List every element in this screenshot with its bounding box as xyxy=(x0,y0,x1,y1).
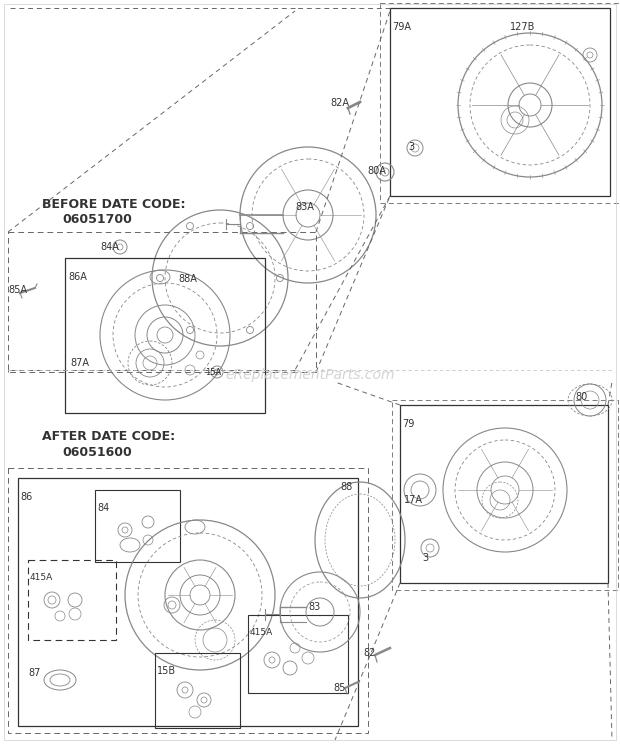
Bar xyxy=(400,405,608,583)
Text: 88A: 88A xyxy=(178,274,197,284)
Bar xyxy=(8,232,316,372)
Text: 88: 88 xyxy=(340,482,352,492)
Bar xyxy=(155,653,240,728)
Text: 86: 86 xyxy=(20,492,32,502)
Text: 3: 3 xyxy=(408,142,414,152)
Text: 82A: 82A xyxy=(330,98,349,108)
Text: 06051600: 06051600 xyxy=(62,446,131,459)
Text: BEFORE DATE CODE:: BEFORE DATE CODE: xyxy=(42,198,185,211)
Text: eReplacementParts.com: eReplacementParts.com xyxy=(225,368,395,382)
Text: 17A: 17A xyxy=(404,495,423,505)
Text: 87: 87 xyxy=(28,668,40,678)
Bar xyxy=(18,478,358,726)
Text: 84: 84 xyxy=(97,503,109,513)
Text: 87A: 87A xyxy=(70,358,89,368)
Text: 83A: 83A xyxy=(295,202,314,212)
Text: 83: 83 xyxy=(308,602,321,612)
Bar xyxy=(95,490,180,562)
Bar xyxy=(248,615,348,693)
Text: 79A: 79A xyxy=(392,22,411,32)
Text: 86A: 86A xyxy=(68,272,87,282)
Text: 85A: 85A xyxy=(8,285,27,295)
Text: 15A: 15A xyxy=(205,368,221,377)
Bar xyxy=(390,8,610,196)
Bar xyxy=(65,258,265,413)
Bar xyxy=(28,560,116,640)
Text: 127B: 127B xyxy=(510,22,536,32)
Bar xyxy=(8,468,368,733)
Text: 415A: 415A xyxy=(250,628,273,637)
Text: 415A: 415A xyxy=(30,573,53,582)
Bar xyxy=(380,3,620,203)
Bar xyxy=(392,400,618,590)
Text: 84A: 84A xyxy=(100,242,119,252)
Text: 15B: 15B xyxy=(157,666,176,676)
Text: 80: 80 xyxy=(575,392,587,402)
Text: 85: 85 xyxy=(333,683,345,693)
Text: 06051700: 06051700 xyxy=(62,213,132,226)
Text: 80A: 80A xyxy=(367,166,386,176)
Text: 3: 3 xyxy=(422,553,428,563)
Text: 79: 79 xyxy=(402,419,414,429)
Text: 82: 82 xyxy=(363,648,375,658)
Text: AFTER DATE CODE:: AFTER DATE CODE: xyxy=(42,430,175,443)
